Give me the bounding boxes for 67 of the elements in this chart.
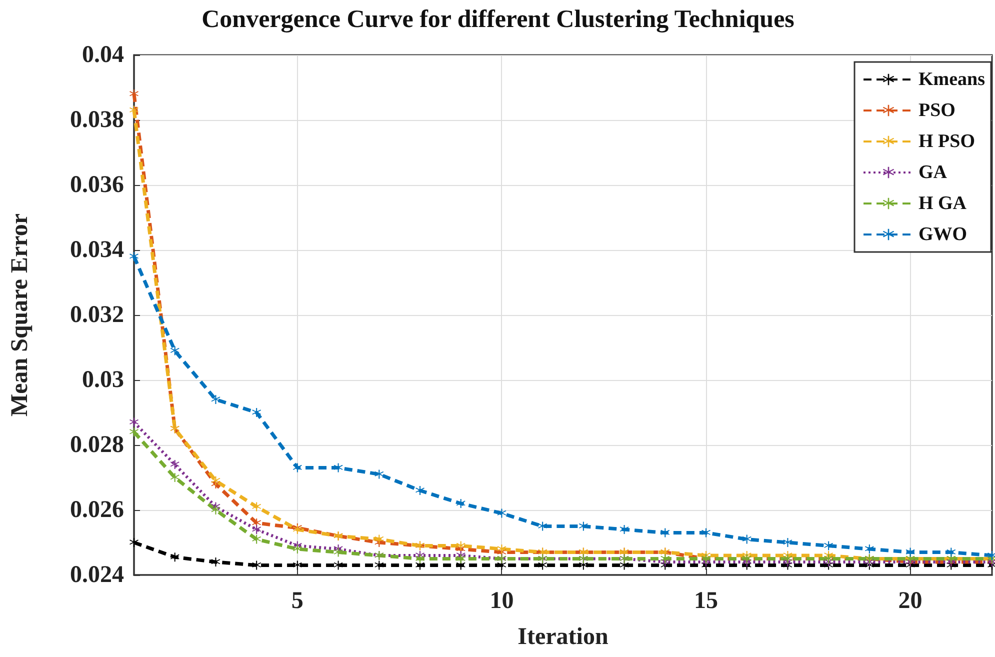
y-tick-label: 0.032 bbox=[70, 302, 124, 328]
point bbox=[170, 473, 180, 482]
point bbox=[497, 508, 506, 518]
y-tick-label: 0.034 bbox=[70, 237, 124, 263]
point bbox=[660, 554, 670, 564]
point bbox=[578, 522, 588, 531]
point bbox=[374, 560, 384, 570]
point bbox=[497, 544, 506, 554]
point bbox=[252, 525, 262, 534]
y-tick-label: 0.026 bbox=[70, 497, 124, 523]
point bbox=[416, 486, 424, 495]
y-axis-title: Mean Square Error bbox=[7, 213, 33, 417]
point bbox=[864, 544, 874, 554]
legend-label: H PSO bbox=[918, 131, 975, 152]
point bbox=[742, 534, 752, 544]
legend-label: Kmeans bbox=[918, 69, 985, 90]
point bbox=[130, 252, 138, 261]
x-axis-title: Iteration bbox=[518, 624, 608, 650]
y-tick-label: 0.036 bbox=[70, 172, 124, 198]
point bbox=[252, 408, 262, 417]
point bbox=[130, 538, 138, 547]
point bbox=[906, 548, 915, 557]
legend-label: GWO bbox=[918, 224, 968, 245]
point bbox=[783, 538, 792, 547]
point bbox=[456, 541, 466, 550]
point bbox=[374, 470, 384, 479]
point bbox=[374, 534, 384, 544]
point bbox=[292, 544, 302, 554]
point bbox=[416, 554, 424, 564]
point bbox=[456, 554, 466, 564]
point bbox=[252, 560, 262, 570]
point bbox=[130, 428, 138, 436]
x-tick-label: 10 bbox=[490, 588, 514, 614]
point bbox=[170, 346, 180, 356]
point bbox=[170, 552, 180, 562]
point bbox=[702, 528, 710, 538]
point bbox=[211, 476, 220, 486]
point bbox=[252, 502, 262, 512]
point bbox=[130, 418, 138, 427]
legend-label: PSO bbox=[918, 100, 956, 121]
x-tick-label: 15 bbox=[694, 588, 718, 614]
legend-label: GA bbox=[918, 162, 948, 183]
point bbox=[824, 541, 834, 550]
point bbox=[334, 560, 343, 570]
point bbox=[456, 499, 466, 508]
y-tick-label: 0.024 bbox=[70, 562, 124, 588]
point bbox=[620, 525, 629, 534]
point bbox=[334, 548, 343, 557]
y-tick-label: 0.038 bbox=[70, 107, 124, 133]
point bbox=[170, 460, 180, 469]
y-tick-label: 0.03 bbox=[82, 367, 124, 393]
legend-label: H GA bbox=[918, 193, 967, 214]
x-tick-label: 5 bbox=[291, 588, 304, 614]
point bbox=[538, 522, 548, 531]
y-tick-label: 0.04 bbox=[82, 42, 124, 68]
point bbox=[946, 548, 956, 557]
point bbox=[211, 395, 220, 404]
point bbox=[292, 463, 302, 472]
point bbox=[211, 506, 220, 514]
point bbox=[292, 560, 302, 570]
y-tick-label: 0.028 bbox=[70, 432, 124, 458]
point bbox=[252, 534, 262, 544]
chart-title: Convergence Curve for different Clustering Techniques bbox=[202, 6, 795, 33]
point bbox=[211, 558, 220, 566]
x-tick-label: 20 bbox=[898, 588, 922, 614]
point bbox=[660, 528, 670, 538]
point bbox=[334, 463, 343, 472]
